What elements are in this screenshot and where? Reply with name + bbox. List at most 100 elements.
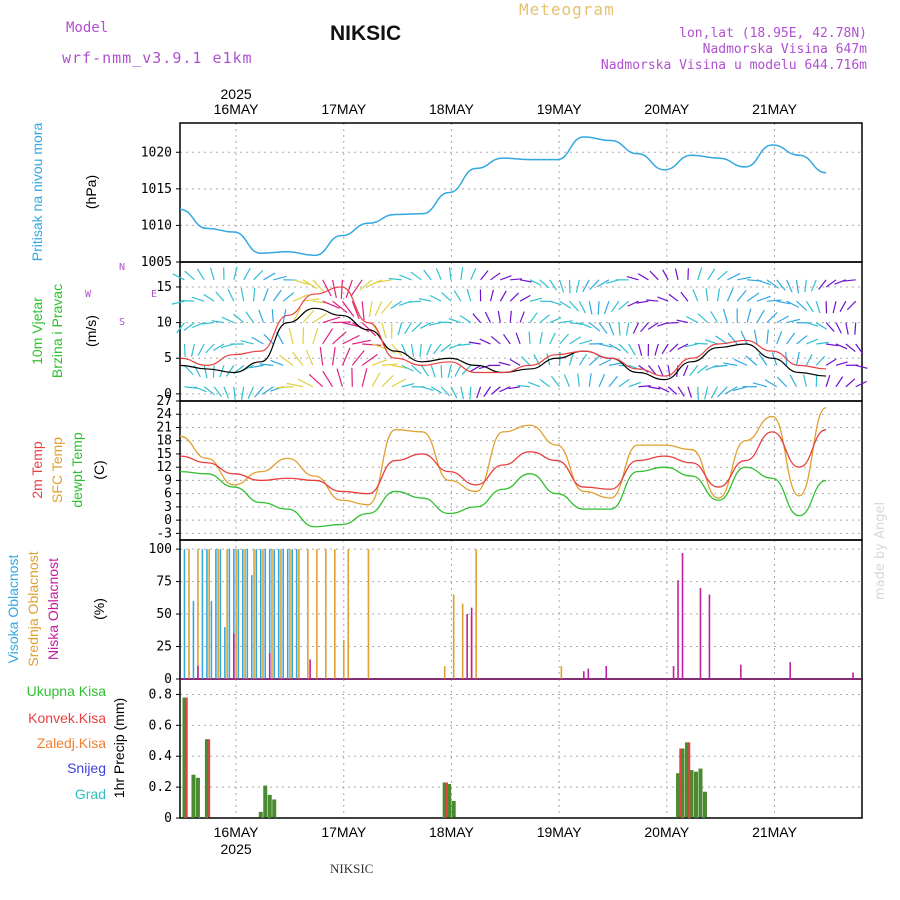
wind-arrow <box>597 301 600 315</box>
compass-s: S <box>119 317 125 328</box>
wind-arrow <box>697 267 703 281</box>
wind-arrow <box>568 279 571 294</box>
wind-arrow <box>733 358 748 366</box>
wind-arrow <box>430 365 436 378</box>
wind-arrow <box>342 334 360 345</box>
wind-arrow <box>312 313 328 324</box>
wind-arrow <box>472 313 482 323</box>
wind-arrow <box>596 279 610 288</box>
wind-arrow <box>184 386 198 389</box>
wind-arrow <box>302 298 320 302</box>
wind-arrow <box>549 332 556 345</box>
wind-arrow <box>716 288 721 302</box>
wind-arrow <box>497 310 501 323</box>
wind-arrow <box>380 300 393 314</box>
precip-axis-title: 1hr Precip (mm) <box>111 698 127 798</box>
wind-arrow <box>258 309 265 323</box>
wind-arrow <box>340 279 344 299</box>
wind-arrow <box>707 268 716 281</box>
precip-bar <box>195 777 200 818</box>
y-tick-label: 0 <box>164 672 172 687</box>
wind-arrow <box>190 343 195 357</box>
wind-arrow <box>359 279 373 291</box>
wind-arrow <box>279 355 294 366</box>
wind-gust-line <box>179 286 827 377</box>
wind-arrow <box>669 343 679 353</box>
wind-arrow <box>184 364 194 376</box>
cloud-axis-title: Niska Oblacnost <box>45 558 61 660</box>
wind-arrow <box>736 289 747 302</box>
wind-arrow <box>391 378 406 388</box>
wind-arrow <box>559 279 565 293</box>
wind-arrow <box>374 300 383 316</box>
wind-arrow <box>410 343 415 357</box>
x-day-label-top: 16MAY <box>214 101 260 117</box>
wind-arrow <box>517 384 531 388</box>
wind-arrow <box>846 300 857 311</box>
wind-arrow <box>667 386 678 395</box>
wind-arrow <box>263 333 274 345</box>
wind-arrow <box>575 279 580 293</box>
wind-arrow <box>697 313 709 324</box>
pressure-line <box>179 136 827 257</box>
temperature-axis-title: (C) <box>91 460 107 479</box>
wind-arrow <box>666 321 679 324</box>
wind-arrow <box>746 292 760 302</box>
wind-arrow <box>171 300 185 305</box>
wind-arrow <box>435 268 442 281</box>
conv-precip-bar <box>688 742 691 818</box>
y-tick-label: 0.6 <box>149 718 172 733</box>
wind-arrow <box>789 374 798 388</box>
wind-arrow <box>625 322 630 336</box>
wind-arrow <box>696 364 709 374</box>
wind-arrow <box>539 279 550 289</box>
wind-arrow <box>657 322 669 327</box>
wind-arrow <box>668 293 679 302</box>
wind-arrow <box>441 292 452 302</box>
wind-arrow <box>479 338 491 345</box>
precip-bar <box>676 773 681 818</box>
wind-arrow <box>632 322 640 334</box>
wind-arrow <box>705 339 718 345</box>
wind-arrow <box>453 290 462 302</box>
wind-arrow <box>818 279 827 290</box>
wind-arrow <box>470 364 481 372</box>
dewpt-line <box>179 466 827 528</box>
wind-arrow <box>608 343 622 352</box>
precip-bar <box>689 770 694 818</box>
y-tick-label: 1005 <box>141 255 172 270</box>
wind-arrow <box>598 322 608 334</box>
wind-arrow <box>603 301 610 315</box>
wind-arrow <box>579 322 592 329</box>
wind-arrow <box>429 294 442 302</box>
wind-arrow <box>806 322 819 327</box>
panel-frame <box>179 400 863 541</box>
precip-legend-label: Konvek.Kisa <box>28 710 106 726</box>
wind-arrow <box>460 386 465 400</box>
wind-arrow <box>786 300 800 308</box>
panel-frame <box>179 678 863 819</box>
wind-arrow <box>322 328 334 345</box>
x-day-label-top: 21MAY <box>752 101 798 117</box>
wind-arrow <box>815 374 818 387</box>
wind-arrow <box>756 279 771 286</box>
wind-arrow <box>221 316 235 324</box>
wind-arrow <box>746 308 752 323</box>
panel-frame <box>179 122 863 263</box>
wind-arrow <box>855 380 867 388</box>
conv-precip-bar <box>679 748 682 818</box>
wind-arrow <box>638 364 649 373</box>
wind-arrow <box>805 300 814 312</box>
wind-arrow <box>297 378 314 388</box>
y-tick-label: 100 <box>149 542 172 557</box>
precip-legend-label: Zaledj.Kisa <box>37 735 106 751</box>
wind-arrow <box>515 332 521 345</box>
wind-arrow <box>302 327 305 344</box>
precip-bar <box>272 799 277 818</box>
wind-arrow <box>626 276 639 281</box>
wind-arrow <box>845 322 849 335</box>
wind-arrow <box>397 322 403 336</box>
wind-arrow <box>646 299 659 302</box>
wind-arrow <box>240 288 245 302</box>
wind-arrow <box>302 279 318 290</box>
